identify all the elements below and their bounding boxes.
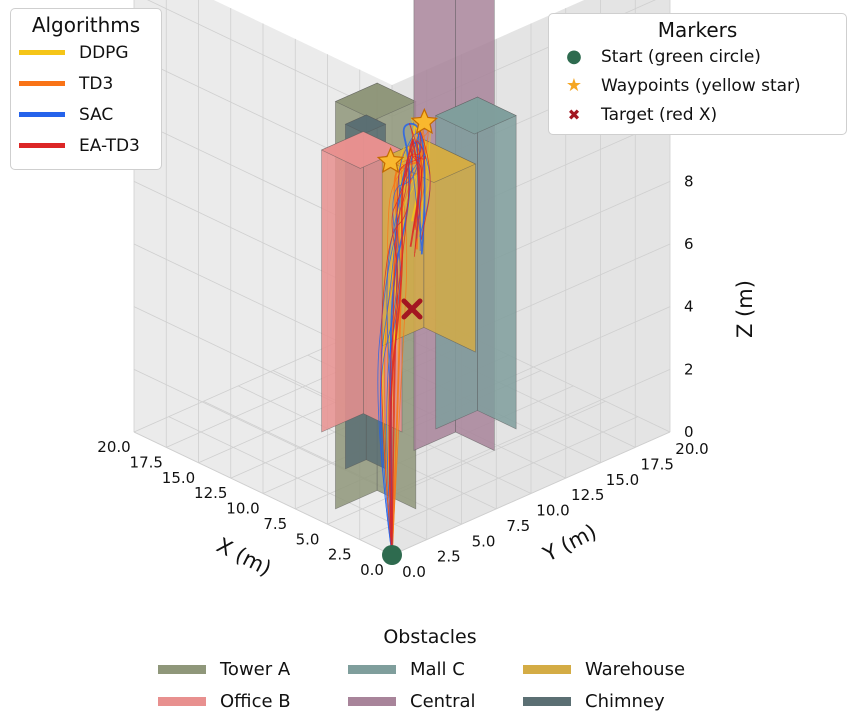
legend-label-waypoints: Waypoints (yellow star) xyxy=(601,75,801,96)
sac-swatch xyxy=(19,112,65,117)
y-axis-label: Y (m) xyxy=(538,519,600,566)
obstacle-legend-tower-a: Tower A xyxy=(158,654,348,684)
central-swatch xyxy=(348,696,396,706)
trajectory-ea-td3 xyxy=(391,123,420,556)
y-tick-label: 7.5 xyxy=(506,517,530,535)
waypoint-star-icon: ★ xyxy=(565,75,583,96)
obstacle-label: Chimney xyxy=(585,690,665,712)
y-tick-label: 17.5 xyxy=(641,455,674,473)
legend-label-start: Start (green circle) xyxy=(601,46,761,67)
obstacle-legend-mall-c: Mall C xyxy=(348,654,523,684)
ddpg-swatch xyxy=(19,50,65,55)
trajectory-lines xyxy=(377,116,431,556)
z-tick-label: 8 xyxy=(684,172,694,190)
y-tick-label: 15.0 xyxy=(606,471,639,489)
y-tick-label: 10.0 xyxy=(536,502,569,520)
start-marker-icon: ● xyxy=(566,46,582,67)
x-tick-label: 2.5 xyxy=(328,546,352,564)
legend-item-td3: TD3 xyxy=(11,68,161,99)
warehouse-swatch xyxy=(523,664,571,674)
legend-item-ddpg: DDPG xyxy=(11,37,161,68)
chimney-swatch xyxy=(523,696,571,706)
y-tick-label: 0.0 xyxy=(402,563,426,581)
legend-label-ddpg: DDPG xyxy=(79,42,129,63)
ea-td3-swatch xyxy=(19,143,65,148)
obstacles-legend: Obstacles Tower A Mall C Warehouse Offic… xyxy=(150,622,710,716)
markers-legend: Markers ● Start (green circle) ★ Waypoin… xyxy=(548,13,847,135)
x-axis-label: X (m) xyxy=(213,533,275,581)
td3-swatch xyxy=(19,81,65,86)
z-tick-label: 2 xyxy=(684,360,694,378)
obstacle-label: Mall C xyxy=(410,658,465,680)
legend-item-sac: SAC xyxy=(11,99,161,130)
obstacle-legend-warehouse: Warehouse xyxy=(523,654,713,684)
obstacles-legend-title: Obstacles xyxy=(383,626,477,648)
legend-label-sac: SAC xyxy=(79,104,114,125)
x-tick-label: 17.5 xyxy=(130,453,163,471)
x-tick-label: 0.0 xyxy=(360,561,384,579)
target-x-icon: ✖ xyxy=(567,105,581,124)
building-top-face xyxy=(334,82,417,121)
plot-markers xyxy=(376,107,439,565)
z-tick-label: 14 xyxy=(684,0,703,2)
markers-legend-title: Markers xyxy=(657,18,738,42)
z-axis-label: Z (m) xyxy=(733,280,757,338)
building-top-face xyxy=(435,96,517,135)
mall-c-swatch xyxy=(348,664,396,674)
y-tick-label: 5.0 xyxy=(472,532,496,550)
building-side-face xyxy=(477,96,517,430)
legend-label-target: Target (red X) xyxy=(601,104,718,125)
obstacle-label: Tower A xyxy=(220,658,291,680)
office-b-swatch xyxy=(158,696,206,706)
z-tick-label: 4 xyxy=(684,298,694,316)
y-tick-label: 2.5 xyxy=(437,548,461,566)
trajectory-sac xyxy=(379,132,423,556)
waypoint-star xyxy=(410,107,439,135)
algorithms-legend: Algorithms DDPG TD3 SAC EA-TD3 xyxy=(10,8,162,170)
start-marker xyxy=(382,545,402,565)
tower-a-swatch xyxy=(158,664,206,674)
waypoint-star xyxy=(376,146,405,174)
trajectory-sac xyxy=(389,122,426,556)
x-tick-label: 5.0 xyxy=(296,530,320,548)
trajectory-ea-td3 xyxy=(389,138,420,556)
grid-line xyxy=(391,431,671,556)
x-tick-label: 20.0 xyxy=(97,438,130,456)
target-marker xyxy=(401,298,423,320)
obstacle-legend-chimney: Chimney xyxy=(523,686,713,716)
grid-line xyxy=(133,431,393,556)
legend-label-ea-td3: EA-TD3 xyxy=(79,135,140,156)
grid-line xyxy=(391,368,671,493)
legend-item-start: ● Start (green circle) xyxy=(549,42,846,71)
x-tick-label: 12.5 xyxy=(194,484,227,502)
y-tick-label: 12.5 xyxy=(571,486,604,504)
obstacle-legend-central: Central xyxy=(348,686,523,716)
obstacle-label: Office B xyxy=(220,690,291,712)
z-tick-label: 0 xyxy=(684,423,694,441)
algorithms-legend-title: Algorithms xyxy=(31,13,141,37)
x-tick-label: 10.0 xyxy=(226,500,259,518)
z-tick-label: 6 xyxy=(684,235,694,253)
x-tick-label: 15.0 xyxy=(162,469,195,487)
legend-item-waypoints: ★ Waypoints (yellow star) xyxy=(549,71,846,100)
building-front-face xyxy=(321,131,364,433)
legend-item-ea-td3: EA-TD3 xyxy=(11,130,161,161)
building-top-face xyxy=(344,114,387,134)
legend-label-td3: TD3 xyxy=(79,73,114,94)
obstacle-label: Central xyxy=(410,690,476,712)
x-tick-label: 7.5 xyxy=(263,515,287,533)
legend-item-target: ✖ Target (red X) xyxy=(549,100,846,129)
obstacle-label: Warehouse xyxy=(585,658,686,680)
y-tick-label: 20.0 xyxy=(675,440,708,458)
obstacle-legend-office-b: Office B xyxy=(158,686,348,716)
trajectory-ea-td3 xyxy=(390,155,426,556)
trajectory-ea-td3 xyxy=(380,128,431,556)
